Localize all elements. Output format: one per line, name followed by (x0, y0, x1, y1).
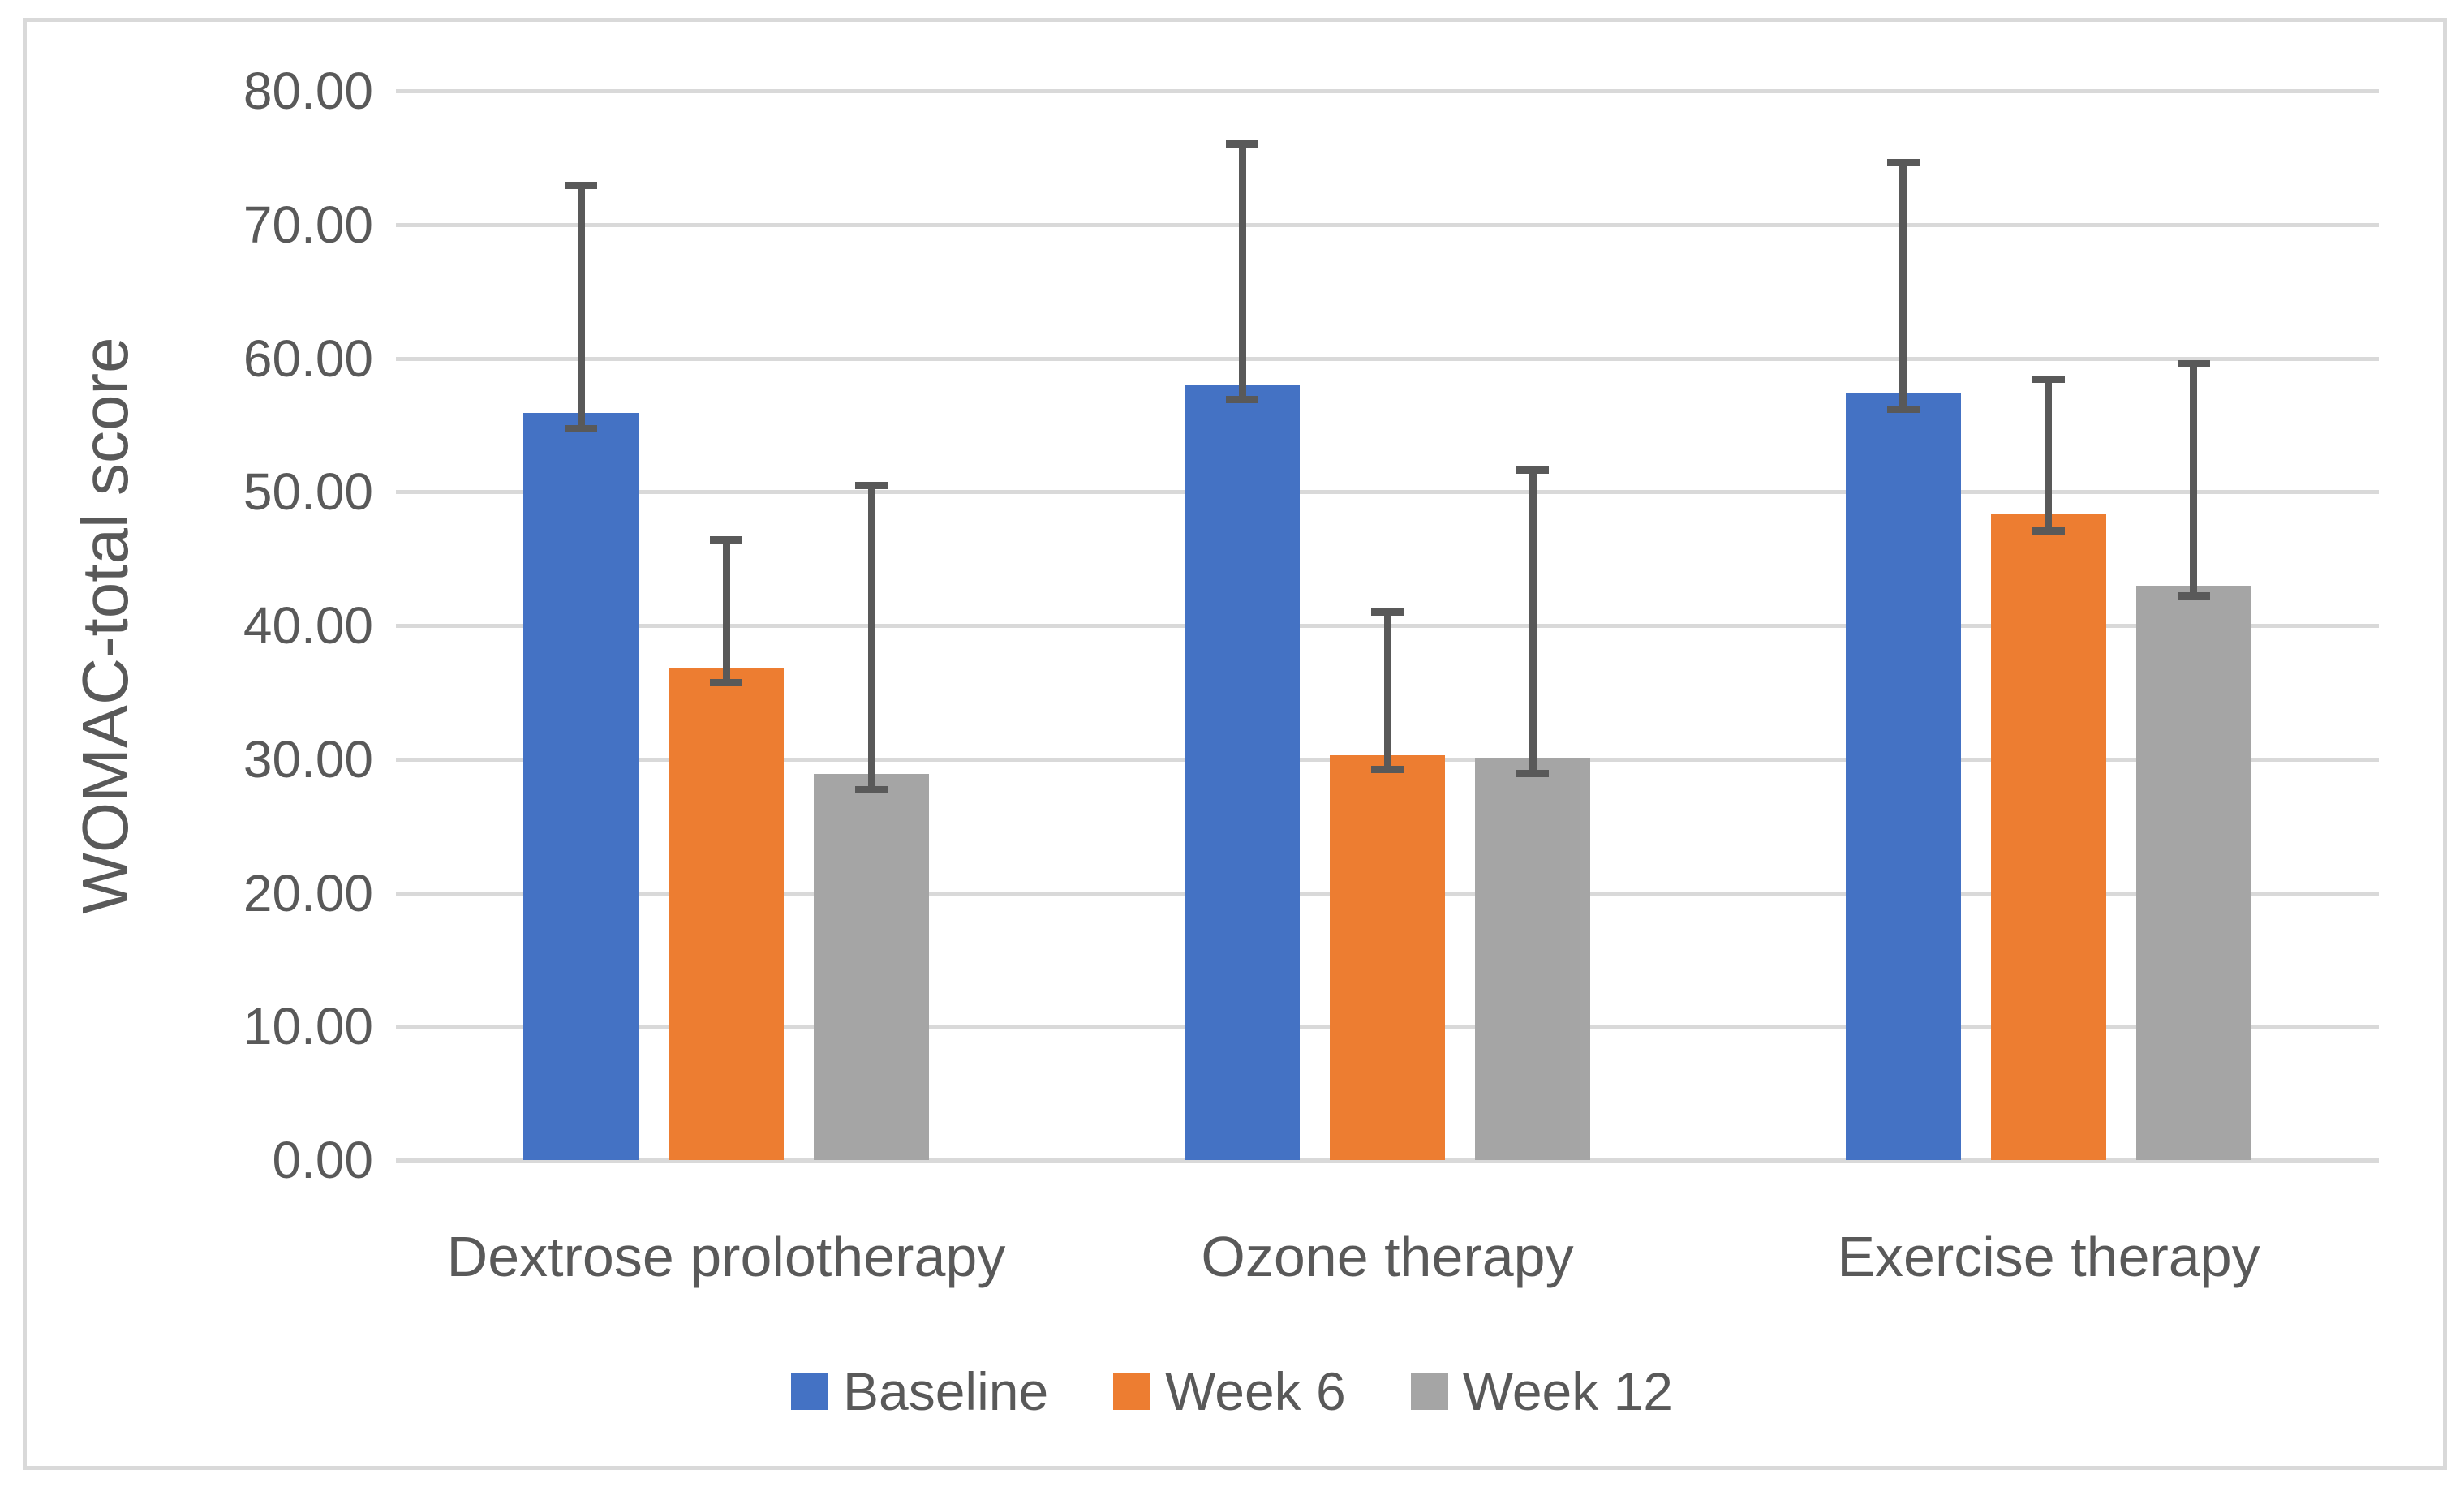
bar-baseline-2 (1185, 385, 1300, 1160)
bar-baseline-1 (523, 413, 639, 1160)
error-bar-cap-bottom (1226, 396, 1258, 403)
gridline-y-70 (396, 223, 2379, 227)
error-bar-line (1384, 612, 1391, 770)
error-bar-cap-top (1371, 608, 1404, 616)
error-bar-cap-bottom (2178, 592, 2210, 600)
error-bar-line (1899, 163, 1907, 409)
legend-item-week12: Week 12 (1410, 1361, 1673, 1421)
y-tick-label-0: 0.00 (272, 1131, 373, 1189)
gridline-y-0 (396, 1158, 2379, 1163)
chart-border-frame (23, 18, 2447, 1470)
y-tick-label-80: 80.00 (243, 62, 373, 120)
y-tick-label-50: 50.00 (243, 462, 373, 521)
legend-label: Baseline (843, 1361, 1049, 1421)
y-tick-label-30: 30.00 (243, 730, 373, 789)
bar-baseline-3 (1846, 393, 1961, 1160)
error-bar-cap-bottom (1371, 766, 1404, 773)
error-bar-line (868, 485, 875, 790)
legend-item-week6: Week 6 (1113, 1365, 1346, 1418)
category-label-3: Exercise therapy (1837, 1225, 2260, 1288)
legend: Baseline Week 6 Week 12 (0, 1361, 2464, 1421)
error-bar-cap-bottom (855, 786, 888, 793)
error-bar-line (2190, 363, 2197, 596)
legend-swatch-icon (1113, 1373, 1151, 1410)
legend-label: Week 6 (1165, 1361, 1346, 1421)
bar-week12-1 (814, 774, 929, 1160)
y-tick-label-70: 70.00 (243, 196, 373, 254)
legend-item-baseline: Baseline (791, 1365, 1048, 1418)
gridline-y-50 (396, 490, 2379, 494)
y-axis-title: WOMAC-total score (69, 337, 141, 914)
y-tick-label-60: 60.00 (243, 329, 373, 388)
y-tick-label-40: 40.00 (243, 596, 373, 655)
legend-swatch-icon (791, 1373, 828, 1410)
legend-swatch-icon (1410, 1373, 1448, 1410)
bar-week6-2 (1330, 755, 1445, 1160)
error-bar-cap-top (1516, 466, 1549, 474)
legend-label: Week 12 (1462, 1361, 1673, 1421)
y-tick-label-10: 10.00 (243, 997, 373, 1055)
gridline-y-60 (396, 357, 2379, 361)
gridline-y-80 (396, 89, 2379, 93)
y-tick-label-20: 20.00 (243, 864, 373, 922)
error-bar-line (1529, 471, 1537, 774)
bar-week12-2 (1475, 758, 1590, 1160)
error-bar-cap-top (2178, 360, 2210, 367)
error-bar-cap-bottom (1887, 406, 1920, 413)
bar-week6-3 (1991, 514, 2106, 1160)
category-label-1: Dextrose prolotherapy (446, 1225, 1006, 1288)
error-bar-cap-bottom (710, 679, 742, 686)
error-bar-cap-top (2032, 376, 2065, 383)
error-bar-cap-top (855, 482, 888, 489)
bar-week6-1 (669, 668, 784, 1160)
error-bar-cap-top (565, 182, 597, 189)
bar-week12-3 (2136, 586, 2251, 1160)
error-bar-line (578, 186, 585, 429)
category-label-2: Ozone therapy (1201, 1225, 1574, 1288)
error-bar-cap-bottom (2032, 527, 2065, 535)
error-bar-cap-top (710, 536, 742, 544)
error-bar-line (723, 540, 730, 683)
error-bar-cap-top (1226, 140, 1258, 148)
error-bar-line (2045, 380, 2052, 531)
error-bar-cap-top (1887, 159, 1920, 166)
error-bar-cap-bottom (1516, 770, 1549, 777)
error-bar-cap-bottom (565, 425, 597, 432)
error-bar-line (1239, 144, 1246, 400)
